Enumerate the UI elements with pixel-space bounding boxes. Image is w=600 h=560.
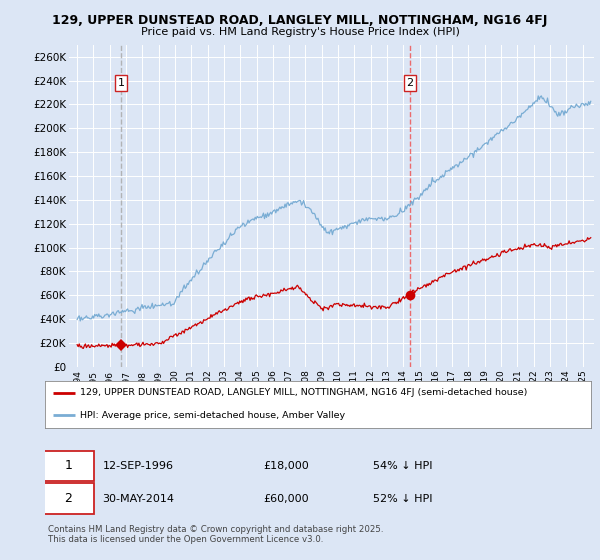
Text: 2: 2 <box>406 78 413 88</box>
Text: 129, UPPER DUNSTEAD ROAD, LANGLEY MILL, NOTTINGHAM, NG16 4FJ: 129, UPPER DUNSTEAD ROAD, LANGLEY MILL, … <box>52 14 548 27</box>
FancyBboxPatch shape <box>42 450 94 481</box>
Text: Price paid vs. HM Land Registry's House Price Index (HPI): Price paid vs. HM Land Registry's House … <box>140 27 460 37</box>
Text: £18,000: £18,000 <box>263 461 309 471</box>
FancyBboxPatch shape <box>42 483 94 514</box>
Text: HPI: Average price, semi-detached house, Amber Valley: HPI: Average price, semi-detached house,… <box>80 410 346 419</box>
Text: 1: 1 <box>118 78 125 88</box>
Text: 1: 1 <box>65 459 73 472</box>
Text: 52% ↓ HPI: 52% ↓ HPI <box>373 493 432 503</box>
Text: 12-SEP-1996: 12-SEP-1996 <box>103 461 173 471</box>
Text: 30-MAY-2014: 30-MAY-2014 <box>103 493 175 503</box>
Text: £60,000: £60,000 <box>263 493 309 503</box>
Text: 54% ↓ HPI: 54% ↓ HPI <box>373 461 432 471</box>
Text: 129, UPPER DUNSTEAD ROAD, LANGLEY MILL, NOTTINGHAM, NG16 4FJ (semi-detached hous: 129, UPPER DUNSTEAD ROAD, LANGLEY MILL, … <box>80 388 528 397</box>
Text: 2: 2 <box>65 492 73 505</box>
Text: Contains HM Land Registry data © Crown copyright and database right 2025.
This d: Contains HM Land Registry data © Crown c… <box>48 525 383 544</box>
